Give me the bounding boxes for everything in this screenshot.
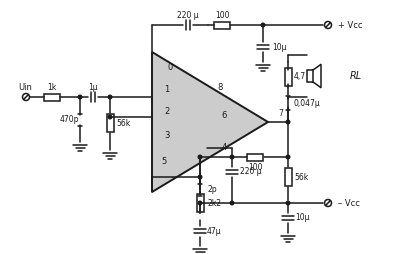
- Circle shape: [230, 155, 234, 159]
- Text: 3: 3: [164, 132, 170, 140]
- Circle shape: [286, 120, 290, 124]
- Bar: [196, 194, 204, 212]
- Text: 220 µ: 220 µ: [177, 10, 199, 20]
- Circle shape: [230, 201, 234, 205]
- Text: 1k: 1k: [47, 84, 57, 92]
- Text: 7: 7: [278, 109, 284, 119]
- Text: 2: 2: [164, 107, 170, 117]
- Circle shape: [286, 155, 290, 159]
- Text: 10µ: 10µ: [272, 42, 286, 52]
- Circle shape: [198, 155, 202, 159]
- Text: 4: 4: [221, 144, 227, 152]
- Circle shape: [198, 175, 202, 179]
- Bar: [307, 70, 313, 82]
- Bar: [247, 153, 263, 161]
- Circle shape: [261, 23, 265, 27]
- Circle shape: [108, 115, 112, 119]
- Text: 47µ: 47µ: [207, 227, 222, 235]
- Text: 56k: 56k: [116, 119, 130, 128]
- Text: – Vcc: – Vcc: [338, 198, 360, 208]
- Bar: [284, 68, 292, 86]
- Text: 2p: 2p: [207, 185, 217, 195]
- Text: 220 µ: 220 µ: [240, 167, 262, 177]
- Circle shape: [78, 95, 82, 99]
- Text: Uin: Uin: [18, 84, 32, 92]
- Text: 100: 100: [248, 164, 262, 172]
- Circle shape: [198, 201, 202, 205]
- Text: 56k: 56k: [294, 172, 308, 182]
- Text: 2k2: 2k2: [207, 198, 221, 208]
- Polygon shape: [152, 52, 268, 192]
- Text: RL: RL: [350, 71, 362, 81]
- Text: 10µ: 10µ: [295, 214, 310, 223]
- Bar: [284, 168, 292, 186]
- Text: 4,7: 4,7: [294, 72, 306, 82]
- Text: + Vcc: + Vcc: [338, 21, 362, 29]
- Circle shape: [108, 95, 112, 99]
- Text: 470p: 470p: [60, 116, 80, 124]
- Text: 100: 100: [215, 10, 229, 20]
- Text: 0: 0: [167, 64, 173, 72]
- Bar: [106, 114, 114, 132]
- Bar: [214, 22, 230, 28]
- Text: 5: 5: [161, 157, 167, 167]
- Text: 8: 8: [217, 84, 223, 92]
- Bar: [44, 93, 60, 101]
- Text: 0,047µ: 0,047µ: [294, 99, 321, 107]
- Text: 6: 6: [221, 110, 227, 119]
- Text: 1: 1: [164, 86, 170, 94]
- Text: 1µ: 1µ: [88, 84, 98, 92]
- Circle shape: [286, 201, 290, 205]
